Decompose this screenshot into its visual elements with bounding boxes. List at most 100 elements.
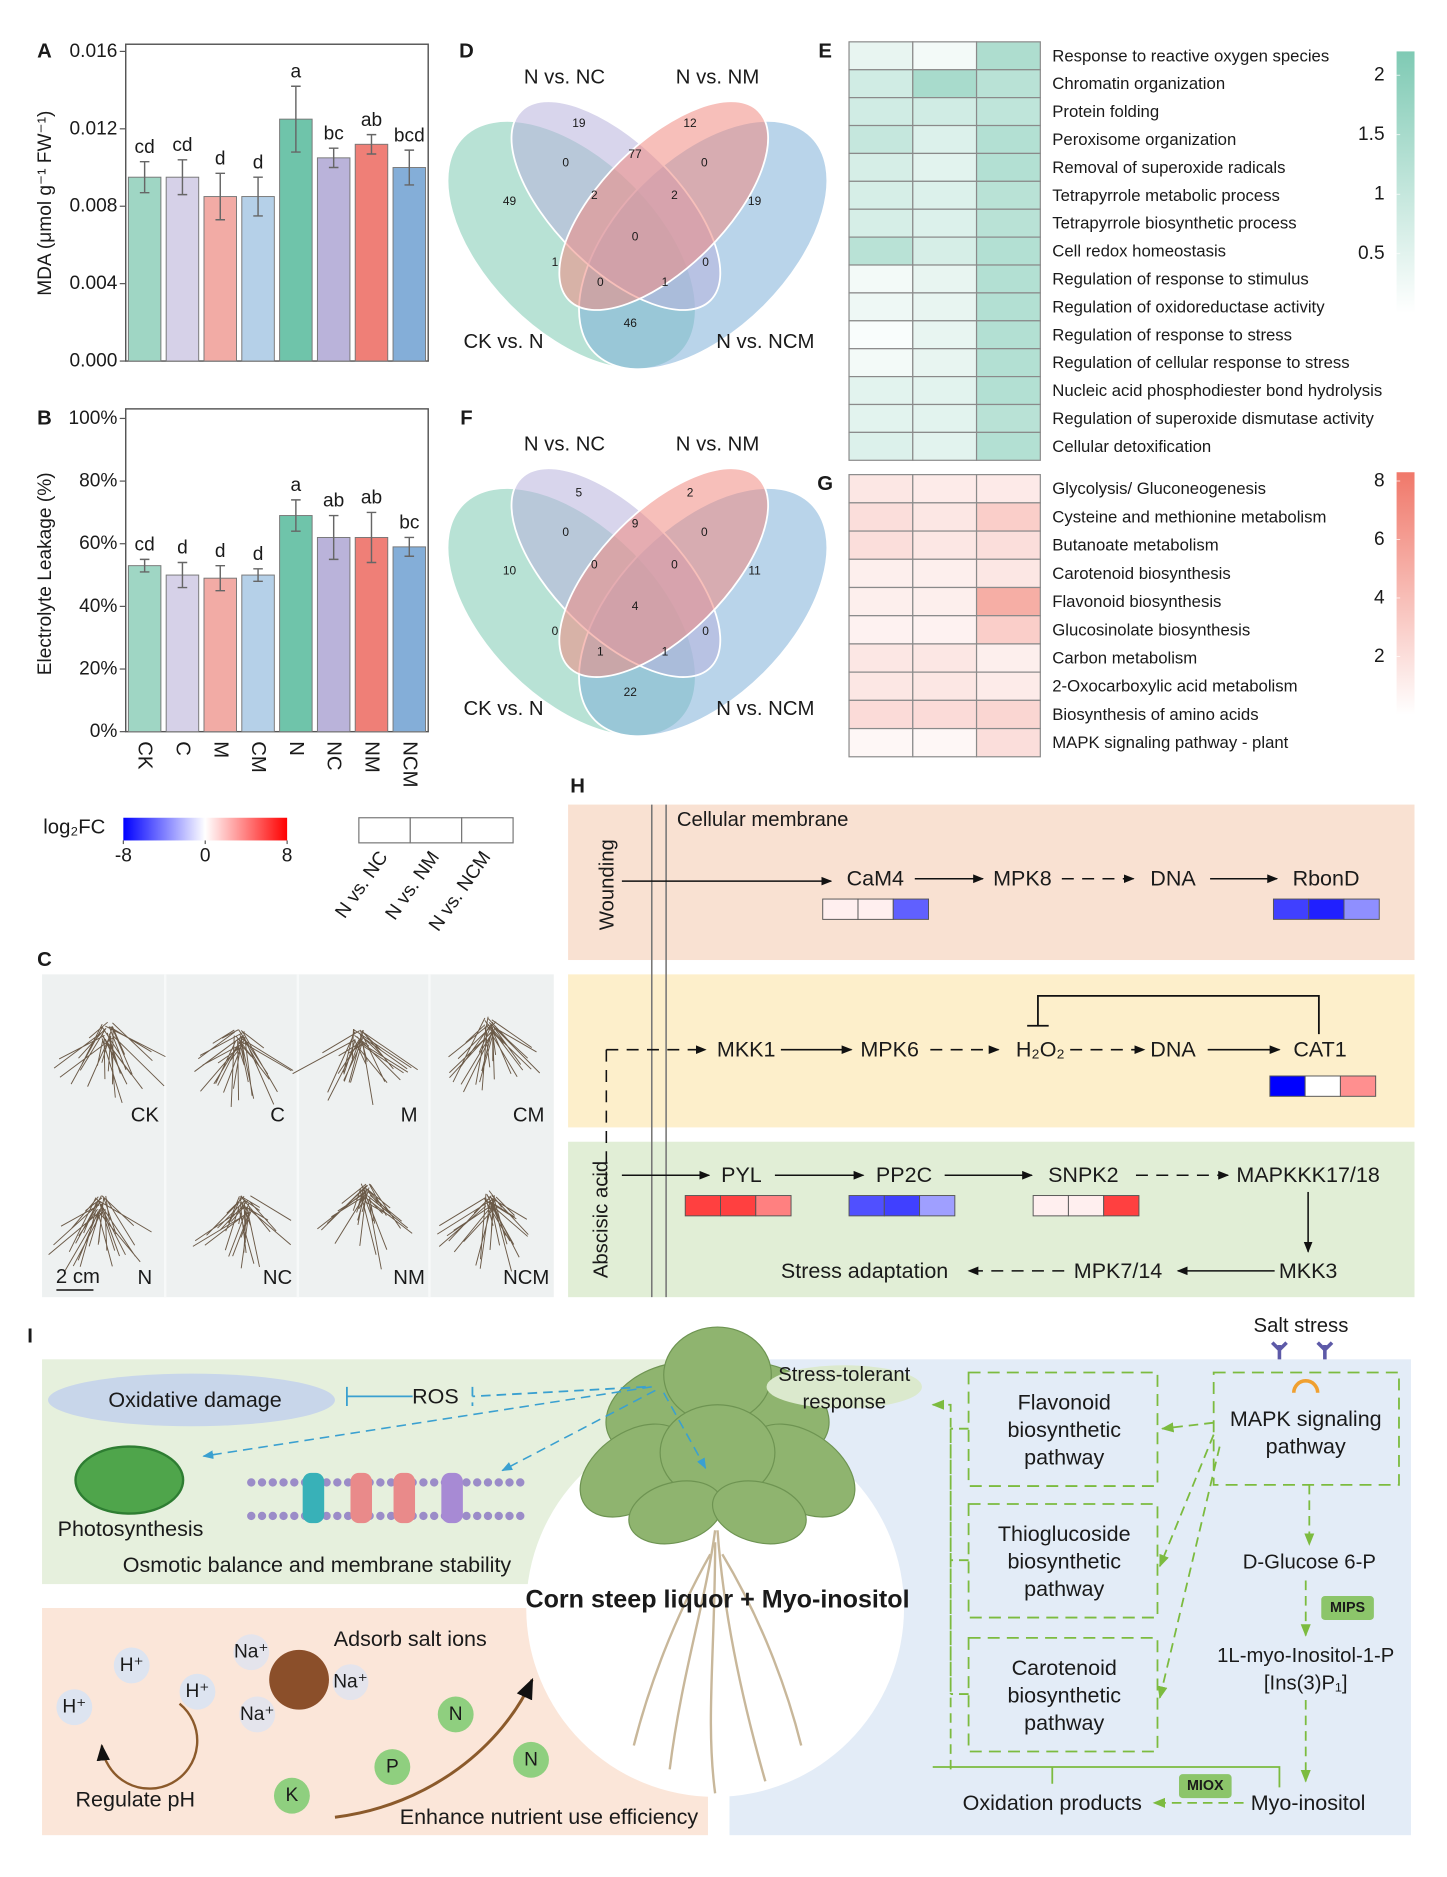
heatmap-cell bbox=[975, 320, 1041, 350]
heatmap-cell bbox=[848, 69, 914, 99]
gene-node: CaM4 bbox=[847, 867, 904, 891]
colorbar bbox=[1396, 51, 1415, 314]
venn-count: 46 bbox=[624, 316, 638, 330]
heatmap-cell bbox=[848, 180, 914, 210]
y-tick-label: 0.000 bbox=[70, 351, 118, 372]
lipid bbox=[290, 1478, 299, 1487]
lipid bbox=[516, 1478, 525, 1487]
row-label: Flavonoid biosynthesis bbox=[1052, 592, 1221, 611]
y-tick-label: 0.004 bbox=[70, 273, 118, 294]
y-tick-label: 0% bbox=[90, 721, 118, 742]
significance-letter: bcd bbox=[394, 125, 425, 146]
heatmap-cell bbox=[975, 727, 1041, 758]
heatmap-cell bbox=[848, 124, 914, 155]
row-label: Carotenoid biosynthesis bbox=[1052, 564, 1230, 583]
colorbar-tick-label: 8 bbox=[282, 846, 293, 867]
error-bar bbox=[291, 499, 301, 532]
heatmap-cell bbox=[975, 208, 1041, 238]
venn-set-label: N vs. NM bbox=[676, 434, 760, 456]
biochar bbox=[269, 1649, 329, 1710]
inhibit bbox=[346, 1386, 413, 1406]
venn-count: 0 bbox=[597, 275, 604, 289]
y-tick-label: 40% bbox=[79, 596, 117, 617]
gene-node: MPK7/14 bbox=[1074, 1259, 1162, 1283]
significance-letter: d bbox=[215, 148, 226, 169]
panel-label: A bbox=[37, 40, 52, 62]
root bbox=[437, 1190, 529, 1272]
lipid bbox=[279, 1511, 288, 1521]
heatmap-cell bbox=[912, 502, 978, 532]
row-label: Peroxisome organization bbox=[1052, 130, 1236, 149]
heatmap-cell bbox=[848, 320, 914, 350]
model-label: ROS bbox=[412, 1384, 459, 1408]
ion-label: Na⁺ bbox=[240, 1704, 275, 1725]
gene-node: DNA bbox=[1150, 1038, 1196, 1062]
expression-cell bbox=[755, 1195, 792, 1217]
expression-cell bbox=[1339, 1075, 1377, 1097]
heatmap-cell bbox=[848, 699, 914, 730]
heatmap-cell bbox=[975, 236, 1041, 266]
y-tick-label: 20% bbox=[79, 659, 117, 680]
expression-cell bbox=[822, 898, 859, 920]
colorbar-tick-label: 1.5 bbox=[1358, 124, 1385, 145]
bar bbox=[165, 176, 200, 362]
significance-letter: cd bbox=[172, 135, 192, 156]
expression-cell bbox=[1343, 898, 1380, 920]
photo-label: NM bbox=[393, 1267, 425, 1289]
heatmap-cell bbox=[975, 152, 1041, 182]
arrow bbox=[1157, 1446, 1221, 1699]
panel-label: C bbox=[37, 949, 52, 971]
bar bbox=[316, 157, 351, 362]
heatmap-cell bbox=[912, 320, 978, 350]
pathway-label: pathway bbox=[1024, 1577, 1104, 1601]
pathway-box bbox=[1212, 1371, 1400, 1486]
heatmap-cell bbox=[848, 586, 914, 617]
significance-letter: a bbox=[291, 61, 302, 82]
heatmap-cell bbox=[848, 727, 914, 758]
lipid bbox=[473, 1478, 482, 1487]
panel-label: G bbox=[817, 473, 833, 495]
row-label: Biosynthesis of amino acids bbox=[1052, 705, 1258, 724]
venn-count: 19 bbox=[748, 194, 762, 208]
channel bbox=[350, 1472, 373, 1524]
venn-set-label: CK vs. N bbox=[463, 331, 543, 353]
heatmap-cell bbox=[975, 124, 1041, 155]
band bbox=[568, 974, 1415, 1128]
venn-set bbox=[558, 467, 770, 678]
bar bbox=[165, 574, 200, 733]
gene-node: MAPKKK17/18 bbox=[1236, 1163, 1379, 1187]
venn-count: 5 bbox=[576, 486, 583, 500]
pathway-label: pathway bbox=[1024, 1711, 1104, 1735]
heatmap-cell bbox=[975, 558, 1041, 589]
pathway-label: biosynthetic bbox=[1007, 1418, 1121, 1442]
bracket bbox=[933, 1405, 952, 1770]
colorbar-tick-label: 2 bbox=[1374, 65, 1385, 86]
x-tick-label: N bbox=[285, 741, 307, 756]
pathway-label: biosynthetic bbox=[1007, 1683, 1121, 1707]
row-label: Glucosinolate biosynthesis bbox=[1052, 620, 1250, 639]
heatmap-cell bbox=[975, 643, 1041, 673]
bar bbox=[392, 167, 427, 362]
x-tick-label: C bbox=[171, 741, 193, 756]
venn-set-label: CK vs. N bbox=[463, 698, 543, 720]
model-title: Corn steep liquor + Myo-inositol bbox=[525, 1586, 909, 1614]
panel-label: E bbox=[818, 40, 832, 62]
expression-cell bbox=[857, 898, 894, 920]
row-label: MAPK signaling pathway - plant bbox=[1052, 733, 1288, 752]
error-bar bbox=[366, 133, 377, 155]
row-label: Cellular detoxification bbox=[1052, 437, 1211, 456]
error-bar bbox=[177, 561, 188, 589]
heatmap-cell bbox=[975, 699, 1041, 730]
ion-label: Na⁺ bbox=[333, 1672, 368, 1693]
venn-count: 11 bbox=[748, 563, 761, 577]
arrow bbox=[202, 1386, 652, 1459]
expression-cell bbox=[1272, 898, 1310, 920]
heatmap-cell bbox=[912, 474, 978, 504]
heatmap-cell bbox=[975, 502, 1041, 532]
x-tick-label: M bbox=[209, 741, 231, 758]
signal-label: Abscisic acid bbox=[591, 1161, 613, 1278]
root bbox=[317, 1183, 413, 1270]
venn-set-label: N vs. NCM bbox=[716, 698, 814, 720]
channel bbox=[393, 1472, 416, 1524]
row-label: Glycolysis/ Gluconeogenesis bbox=[1052, 479, 1266, 498]
